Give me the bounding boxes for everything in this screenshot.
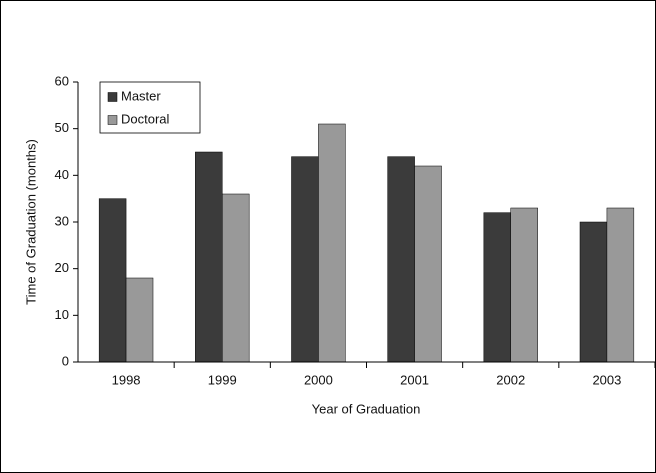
bar — [125, 277, 154, 363]
bar — [195, 151, 223, 363]
legend-label: Doctoral — [121, 111, 170, 126]
bar — [414, 165, 442, 363]
bar — [606, 207, 635, 363]
y-tick-label: 10 — [55, 307, 69, 322]
y-tick-label: 40 — [55, 167, 69, 182]
bar — [483, 212, 511, 363]
y-tick-label: 30 — [55, 213, 69, 228]
y-axis-label: Time of Graduation (months) — [23, 139, 38, 305]
x-tick-label: 2003 — [592, 372, 621, 387]
x-tick-label: 2000 — [304, 372, 333, 387]
legend-label: Master — [121, 88, 161, 103]
bar — [579, 221, 608, 363]
x-axis-label: Year of Graduation — [312, 401, 421, 416]
bar — [222, 193, 250, 363]
bar — [98, 198, 127, 363]
y-tick-label: 50 — [55, 120, 69, 135]
y-tick-label: 20 — [55, 260, 69, 275]
y-tick-label: 0 — [62, 353, 69, 368]
x-tick-label: 1999 — [208, 372, 237, 387]
bar — [291, 156, 319, 363]
x-tick-label: 2001 — [400, 372, 429, 387]
legend-swatch — [107, 92, 118, 102]
y-tick-label: 60 — [55, 73, 69, 88]
x-tick-label: 1998 — [112, 372, 141, 387]
bar — [318, 123, 346, 363]
legend-swatch — [107, 115, 118, 125]
bar — [387, 156, 415, 363]
x-tick-label: 2002 — [496, 372, 525, 387]
bar — [510, 207, 538, 363]
